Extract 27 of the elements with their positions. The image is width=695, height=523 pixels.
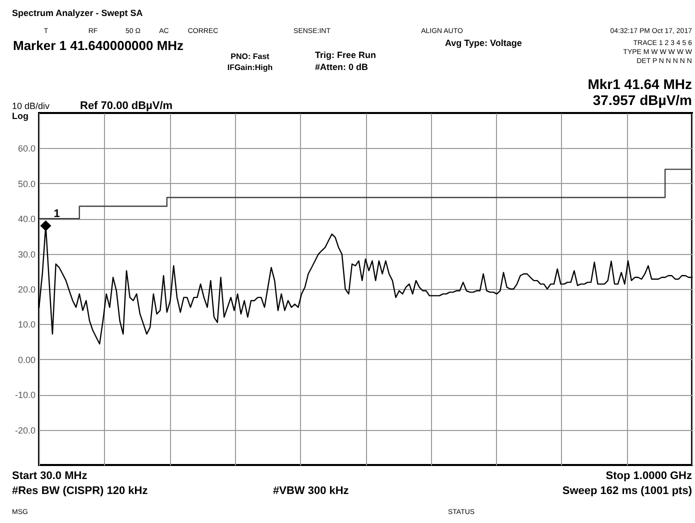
text: 10 dB/div bbox=[12, 101, 50, 111]
y-tick-label: 20.0 bbox=[18, 284, 36, 294]
text: #Res BW (CISPR) 120 kHz bbox=[12, 485, 148, 497]
text: Sweep 162 ms (1001 pts) bbox=[562, 485, 692, 497]
y-tick-label: 60.0 bbox=[18, 144, 36, 154]
text: Mkr1 41.64 MHz bbox=[588, 76, 692, 92]
text: Start 30.0 MHz bbox=[12, 470, 88, 482]
text: Avg Type: Voltage bbox=[445, 38, 522, 48]
text: Ref 70.00 dBµV/m bbox=[80, 100, 173, 112]
y-tick-label: 50.0 bbox=[18, 178, 36, 189]
text: #VBW 300 kHz bbox=[273, 485, 350, 497]
text: IFGain:High bbox=[227, 63, 273, 72]
text: PNO: Fast bbox=[230, 52, 270, 61]
annotation: 1 bbox=[54, 208, 60, 220]
text: 37.957 dBµV/m bbox=[592, 92, 692, 108]
chart-title: Spectrum Analyzer - Swept SA bbox=[12, 8, 144, 18]
text: Marker 1 41.640000000 MHz bbox=[13, 38, 184, 53]
text: Log bbox=[12, 111, 28, 121]
y-tick-label: 0.00 bbox=[18, 354, 36, 365]
y-tick-label: -20.0 bbox=[14, 425, 36, 436]
y-tick-label: 30.0 bbox=[18, 249, 36, 260]
text: Stop 1.0000 GHz bbox=[606, 470, 692, 482]
text: Trig: Free Run bbox=[315, 50, 376, 60]
y-tick-label: -10.0 bbox=[14, 390, 36, 400]
y-tick-label: 10.0 bbox=[18, 320, 36, 330]
text: #Atten: 0 dB bbox=[315, 62, 369, 72]
y-tick-label: 40.0 bbox=[18, 214, 36, 224]
